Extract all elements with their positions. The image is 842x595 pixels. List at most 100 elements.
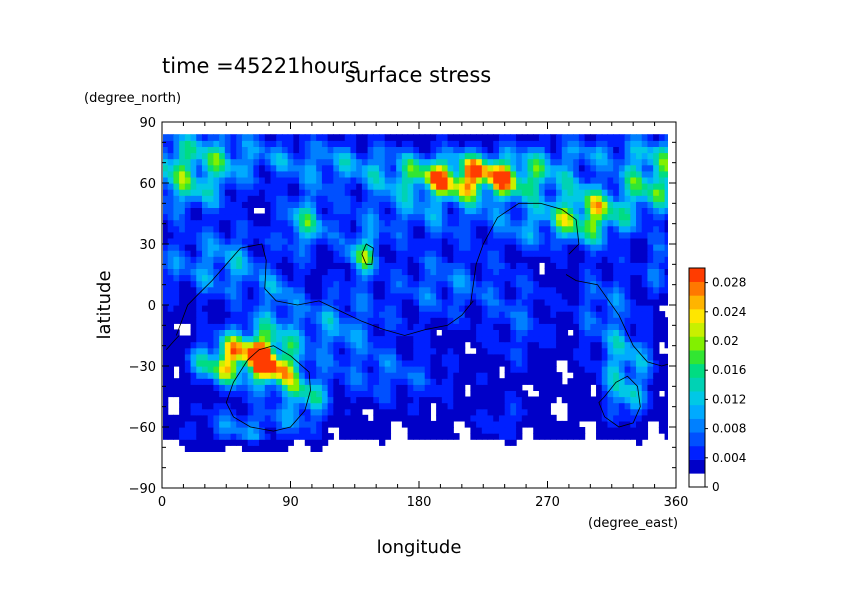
heatmap-cell xyxy=(270,420,277,428)
heatmap-cell xyxy=(401,207,409,215)
heatmap-cell xyxy=(596,183,603,190)
heatmap-cell xyxy=(458,237,466,245)
heatmap-cell xyxy=(498,219,506,227)
heatmap-cell xyxy=(481,146,489,154)
heatmap-cell xyxy=(379,183,386,190)
heatmap-cell xyxy=(224,244,232,251)
heatmap-cell xyxy=(173,164,180,172)
heatmap-cell xyxy=(567,201,574,208)
heatmap-cell xyxy=(407,372,414,379)
heatmap-cell xyxy=(316,164,323,172)
heatmap-cell xyxy=(219,134,226,141)
heatmap-cell xyxy=(481,433,489,440)
heatmap-cell xyxy=(270,305,277,312)
heatmap-cell xyxy=(636,183,643,190)
heatmap-cell xyxy=(447,280,454,288)
heatmap-cell xyxy=(184,164,192,172)
heatmap-cell xyxy=(658,420,666,428)
heatmap-cell xyxy=(287,378,294,385)
heatmap-cell xyxy=(344,134,352,141)
heatmap-cell xyxy=(293,201,300,208)
heatmap-cell xyxy=(196,427,203,434)
heatmap-cell xyxy=(219,439,226,446)
heatmap-cell xyxy=(384,427,392,434)
heatmap-cell xyxy=(236,195,243,202)
heatmap-cell xyxy=(259,195,266,202)
heatmap-cell xyxy=(281,396,289,404)
heatmap-cell xyxy=(573,390,580,398)
heatmap-cell xyxy=(304,268,312,276)
heatmap-cell xyxy=(361,298,369,306)
heatmap-cell xyxy=(607,140,614,147)
heatmap-cell xyxy=(253,134,260,141)
heatmap-cell xyxy=(476,286,483,294)
heatmap-cell xyxy=(527,176,534,184)
heatmap-cell xyxy=(618,146,626,154)
heatmap-cell xyxy=(287,347,294,355)
heatmap-cell xyxy=(596,433,603,440)
heatmap-cell xyxy=(401,366,409,373)
heatmap-cell xyxy=(299,158,306,166)
heatmap-cell xyxy=(561,317,569,324)
heatmap-cell xyxy=(321,378,329,385)
heatmap-cell xyxy=(207,372,214,379)
heatmap-cell xyxy=(613,323,620,330)
heatmap-cell xyxy=(630,359,637,367)
heatmap-cell xyxy=(167,219,175,227)
heatmap-cell xyxy=(544,219,551,227)
heatmap-cell xyxy=(498,335,506,343)
heatmap-cell xyxy=(653,353,660,361)
heatmap-cell xyxy=(647,335,654,343)
heatmap-cell xyxy=(550,323,557,330)
heatmap-cell xyxy=(230,323,237,330)
heatmap-cell xyxy=(447,225,454,233)
heatmap-cell xyxy=(270,317,277,324)
heatmap-cell xyxy=(304,244,312,251)
heatmap-cell xyxy=(510,366,517,373)
heatmap-cell xyxy=(379,268,386,276)
heatmap-cell xyxy=(224,414,232,422)
heatmap-cell xyxy=(310,225,317,233)
heatmap-cell xyxy=(624,225,631,233)
heatmap-cell xyxy=(561,250,569,257)
heatmap-cell xyxy=(607,359,614,367)
heatmap-cell xyxy=(356,335,363,343)
heatmap-cell xyxy=(316,292,323,300)
x-tick-label: 360 xyxy=(664,495,689,510)
heatmap-cell xyxy=(350,335,357,343)
heatmap-cell xyxy=(390,390,397,398)
heatmap-cell xyxy=(390,225,397,233)
heatmap-cell xyxy=(493,225,500,233)
heatmap-cell xyxy=(607,420,614,428)
heatmap-cell xyxy=(573,353,580,361)
heatmap-cell xyxy=(636,427,643,434)
heatmap-cell xyxy=(601,329,609,337)
heatmap-cell xyxy=(641,274,649,282)
heatmap-cell xyxy=(601,408,609,416)
heatmap-cell xyxy=(510,329,517,337)
heatmap-cell xyxy=(350,420,357,428)
heatmap-cell xyxy=(419,408,426,416)
heatmap-cell xyxy=(401,372,409,379)
heatmap-cell xyxy=(630,317,637,324)
heatmap-cell xyxy=(641,396,649,404)
heatmap-cell xyxy=(373,396,380,404)
heatmap-cell xyxy=(344,390,352,398)
heatmap-cell xyxy=(219,146,226,154)
heatmap-cell xyxy=(224,353,232,361)
heatmap-cell xyxy=(436,152,443,160)
heatmap-cell xyxy=(487,244,494,251)
heatmap-cell xyxy=(504,189,511,196)
heatmap-cell xyxy=(327,298,334,306)
heatmap-cell xyxy=(173,152,180,160)
heatmap-cell xyxy=(573,335,580,343)
heatmap-cell xyxy=(498,280,506,288)
heatmap-cell xyxy=(596,286,603,294)
heatmap-cell xyxy=(641,201,649,208)
heatmap-cell xyxy=(487,158,494,166)
heatmap-cell xyxy=(339,372,346,379)
heatmap-cell xyxy=(384,329,392,337)
heatmap-cell xyxy=(167,427,175,434)
heatmap-cell xyxy=(544,274,551,282)
heatmap-cell xyxy=(436,396,443,404)
